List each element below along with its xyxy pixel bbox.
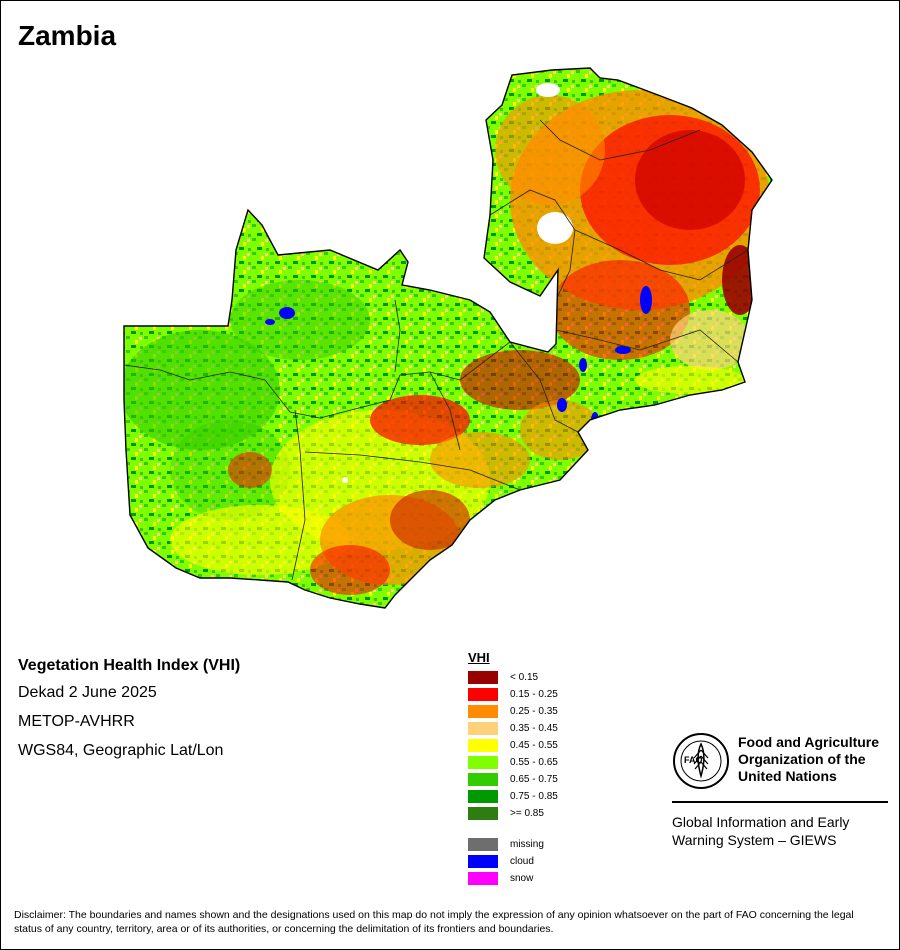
legend-label: 0.35 - 0.45	[510, 723, 558, 734]
legend-swatch	[468, 790, 498, 803]
legend-label: 0.75 - 0.85	[510, 791, 558, 802]
giews-line1: Global Information and Early	[672, 814, 850, 830]
map-info: Vegetation Health Index (VHI) Dekad 2 Ju…	[18, 657, 240, 771]
legend-label: 0.65 - 0.75	[510, 774, 558, 785]
legend-label: 0.25 - 0.35	[510, 706, 558, 717]
disclaimer: Disclaimer: The boundaries and names sho…	[14, 909, 854, 935]
fao-name-line3: United Nations	[738, 768, 837, 784]
legend-label: >= 0.85	[510, 808, 544, 819]
legend-label: 0.15 - 0.25	[510, 689, 558, 700]
legend-row: 0.65 - 0.75	[468, 771, 558, 788]
product-name: Vegetation Health Index (VHI)	[18, 657, 241, 674]
legend-row: 0.25 - 0.35	[468, 703, 558, 720]
legend-swatch	[468, 872, 498, 885]
fao-name-line2: Organization of the	[738, 751, 866, 767]
giews-line2: Warning System – GIEWS	[672, 832, 837, 848]
legend-label: 0.45 - 0.55	[510, 740, 558, 751]
legend-swatch	[468, 807, 498, 820]
projection: WGS84, Geographic Lat/Lon	[18, 742, 224, 759]
legend-swatch	[468, 722, 498, 735]
legend-swatch	[468, 739, 498, 752]
legend-label: cloud	[510, 856, 534, 867]
legend-row: 0.15 - 0.25	[468, 686, 558, 703]
legend-swatch	[468, 688, 498, 701]
legend-label: 0.55 - 0.65	[510, 757, 558, 768]
period: Dekad 2 June 2025	[18, 684, 157, 701]
legend-row: missing	[468, 836, 558, 853]
fao-name: Food and Agriculture Organization of the…	[738, 734, 879, 785]
legend-swatch	[468, 773, 498, 786]
legend-swatch	[468, 756, 498, 769]
vhi-map	[123, 67, 773, 609]
legend-row: 0.35 - 0.45	[468, 720, 558, 737]
giews-name: Global Information and Early Warning Sys…	[672, 813, 888, 849]
legend-label: < 0.15	[510, 672, 539, 683]
legend-swatch	[468, 855, 498, 868]
legend-row: snow	[468, 870, 558, 887]
legend-swatch	[468, 671, 498, 684]
legend-label: snow	[510, 873, 534, 884]
legend-row: 0.55 - 0.65	[468, 754, 558, 771]
legend-swatch	[468, 705, 498, 718]
fao-emblem-icon: FAO	[673, 733, 729, 789]
map-title: Zambia	[18, 20, 117, 51]
legend-row: < 0.15	[468, 669, 558, 686]
legend-row: >= 0.85	[468, 805, 558, 822]
legend-row: cloud	[468, 853, 558, 870]
fao-name-line1: Food and Agriculture	[738, 734, 880, 750]
emblem-letter-f: FAO	[684, 755, 703, 765]
legend-label: missing	[510, 839, 544, 850]
legend-row: 0.45 - 0.55	[468, 737, 558, 754]
legend-swatch	[468, 838, 498, 851]
legend-row: 0.75 - 0.85	[468, 788, 558, 805]
legend-heading: VHI	[468, 650, 490, 665]
vhi-legend: VHI < 0.15 0.15 - 0.25 0.25 - 0.35 0.35 - 0…	[468, 650, 558, 887]
divider	[672, 801, 888, 803]
sensor: METOP-AVHRR	[18, 713, 135, 730]
